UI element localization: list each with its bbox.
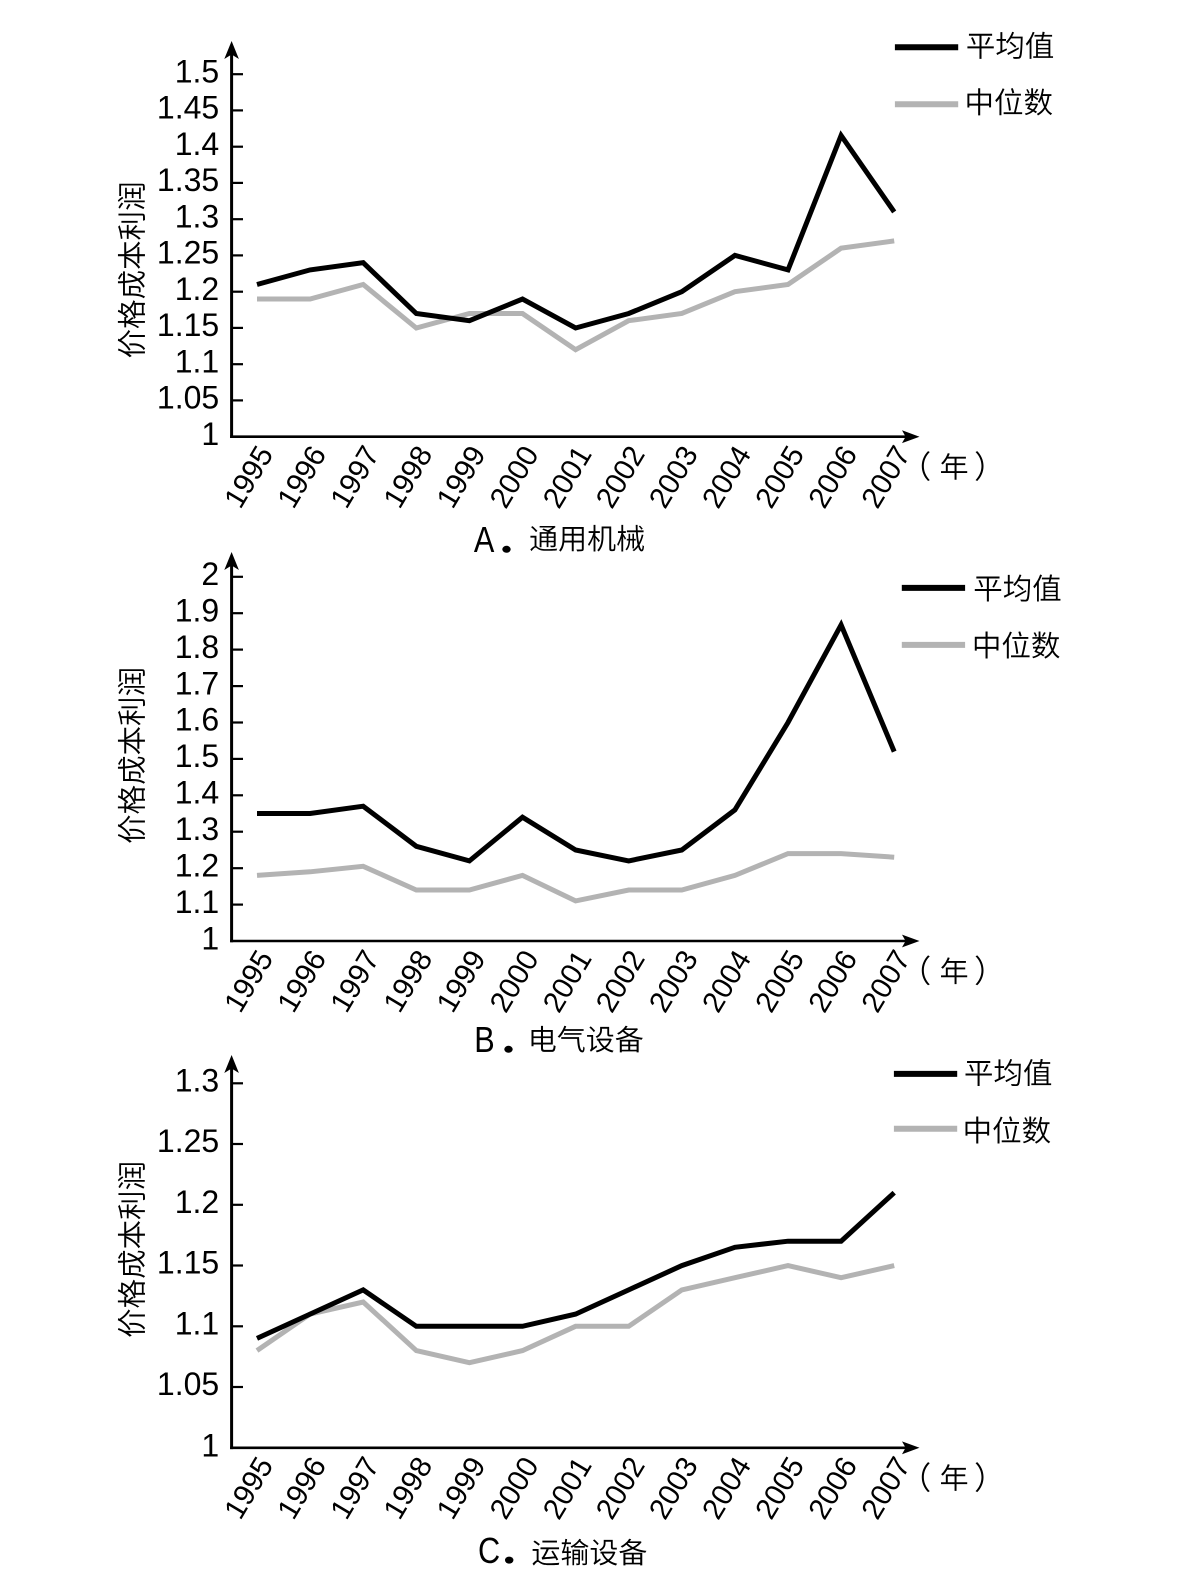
svg-text:1.9: 1.9 <box>175 592 219 628</box>
svg-text:1.1: 1.1 <box>175 884 219 920</box>
svg-text:1.15: 1.15 <box>157 307 219 343</box>
svg-text:1: 1 <box>201 416 219 452</box>
svg-text:B: B <box>474 1020 494 1061</box>
svg-text:1.3: 1.3 <box>175 1063 219 1099</box>
svg-text:1.1: 1.1 <box>175 1306 219 1342</box>
svg-text:1.05: 1.05 <box>157 1366 219 1402</box>
svg-text:1.05: 1.05 <box>157 380 219 416</box>
svg-text:1.2: 1.2 <box>175 1184 219 1220</box>
svg-text:1.5: 1.5 <box>175 53 219 89</box>
svg-text:1.45: 1.45 <box>157 90 219 126</box>
svg-text:1.25: 1.25 <box>157 1123 219 1159</box>
svg-text:1.3: 1.3 <box>175 811 219 847</box>
svg-text:1.7: 1.7 <box>175 665 219 701</box>
svg-text:1.2: 1.2 <box>175 847 219 883</box>
svg-text:1.1: 1.1 <box>175 343 219 379</box>
svg-text:2: 2 <box>201 556 219 592</box>
svg-text:1.8: 1.8 <box>175 629 219 665</box>
svg-text:1.25: 1.25 <box>157 235 219 271</box>
svg-text:1.15: 1.15 <box>157 1245 219 1281</box>
svg-text:1.2: 1.2 <box>175 271 219 307</box>
svg-text:1.5: 1.5 <box>175 738 219 774</box>
svg-text:1.6: 1.6 <box>175 702 219 738</box>
svg-text:C: C <box>478 1530 500 1571</box>
svg-text:1: 1 <box>201 1427 219 1463</box>
svg-text:1.4: 1.4 <box>175 126 219 162</box>
svg-text:1.4: 1.4 <box>175 775 219 811</box>
svg-text:A: A <box>474 520 495 561</box>
svg-text:1: 1 <box>201 921 219 957</box>
svg-text:1.35: 1.35 <box>157 162 219 198</box>
svg-text:1.3: 1.3 <box>175 198 219 234</box>
